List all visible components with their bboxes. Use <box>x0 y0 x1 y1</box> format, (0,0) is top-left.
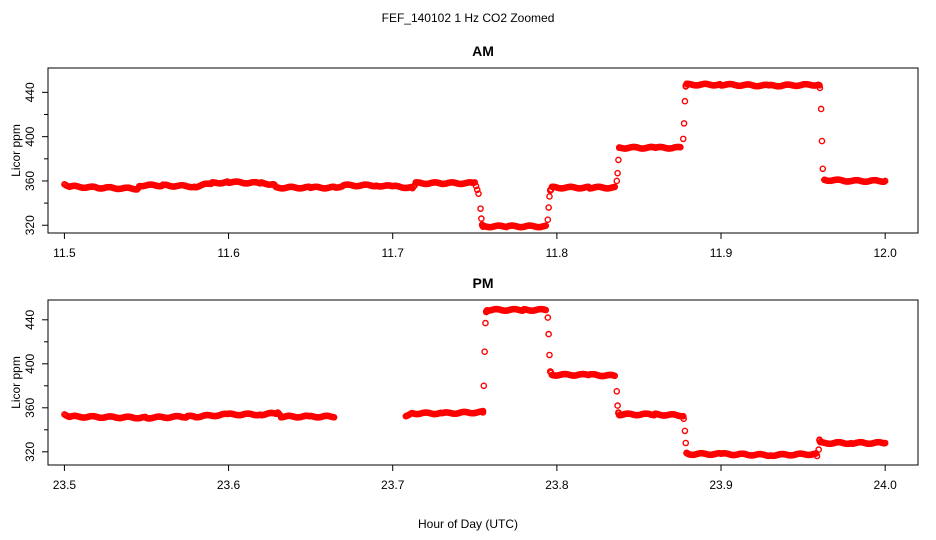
data-point <box>881 177 889 185</box>
data-point <box>818 137 826 145</box>
data-point <box>679 412 687 420</box>
x-tick-label: 23.9 <box>709 478 733 492</box>
data-point <box>681 97 689 105</box>
data-point <box>881 439 889 447</box>
data-point <box>478 215 485 222</box>
data-point <box>473 186 481 194</box>
data-point <box>472 182 480 190</box>
data-point <box>407 183 415 191</box>
y-axis-label: Licor ppm <box>9 124 23 177</box>
x-tick-label: 23.5 <box>53 478 77 492</box>
x-tick-label: 23.8 <box>545 478 569 492</box>
x-tick-label: 23.6 <box>217 478 241 492</box>
x-tick-label: 11.7 <box>381 246 404 260</box>
data-point <box>482 319 489 327</box>
data-point <box>545 204 552 211</box>
data-point <box>546 193 553 200</box>
x-tick-label: 11.8 <box>546 246 569 260</box>
x-tick-label: 12.0 <box>873 246 897 260</box>
data-point <box>615 156 622 164</box>
data-point <box>542 222 550 229</box>
data-point <box>479 407 487 415</box>
data-point <box>614 169 621 177</box>
data-point <box>471 179 479 186</box>
x-tick-label: 24.0 <box>873 478 897 492</box>
y-tick-label: 360 <box>23 171 37 191</box>
data-point <box>614 402 621 409</box>
data-point <box>330 414 338 421</box>
data-series <box>61 80 889 231</box>
panel-title: PM <box>473 275 494 291</box>
y-tick-label: 400 <box>23 126 37 146</box>
x-tick-label: 11.6 <box>217 246 240 260</box>
panel-title: AM <box>472 43 494 59</box>
panel-am: AM Licor ppm 11.5 11.6 11.7 11.8 11.9 12.0 320… <box>9 43 919 260</box>
data-point <box>680 415 687 423</box>
data-point <box>816 84 824 92</box>
y-tick-label: 320 <box>23 441 37 461</box>
data-point <box>273 410 280 418</box>
data-point <box>611 183 619 191</box>
data-point <box>817 105 825 113</box>
data-point <box>816 82 823 89</box>
x-tick-label: 23.7 <box>381 478 405 492</box>
y-tick-label: 440 <box>23 82 37 102</box>
figure-title: FEF_140102 1 Hz CO2 Zoomed <box>382 11 555 25</box>
data-point <box>544 314 552 321</box>
data-point <box>613 177 621 185</box>
data-point <box>613 387 621 395</box>
y-axis-label: Licor ppm <box>9 356 23 409</box>
data-point <box>481 348 488 356</box>
x-tick-label: 11.9 <box>710 246 733 260</box>
data-point <box>677 143 684 151</box>
data-point <box>681 427 689 435</box>
data-point <box>477 205 484 212</box>
y-tick-label: 360 <box>23 397 37 417</box>
data-point <box>819 165 827 173</box>
data-point <box>480 382 488 390</box>
data-point <box>546 351 553 359</box>
x-axis-label: Hour of Day (UTC) <box>418 517 518 531</box>
data-point <box>544 216 552 224</box>
panel-pm: PM Licor ppm 23.5 23.6 23.7 23.8 23.9 24.0 320… <box>9 275 919 492</box>
data-point <box>815 446 822 453</box>
y-tick-label: 400 <box>23 353 37 373</box>
y-tick-label: 320 <box>23 215 37 235</box>
data-series <box>61 305 889 460</box>
data-point <box>475 190 482 197</box>
data-point <box>813 452 821 460</box>
y-tick-label: 440 <box>23 309 37 329</box>
x-tick-label: 11.5 <box>53 246 76 260</box>
data-point <box>542 306 550 314</box>
data-point <box>680 120 688 127</box>
data-point <box>682 439 690 447</box>
data-point <box>611 372 619 380</box>
data-point <box>545 330 552 338</box>
data-point <box>679 135 687 143</box>
